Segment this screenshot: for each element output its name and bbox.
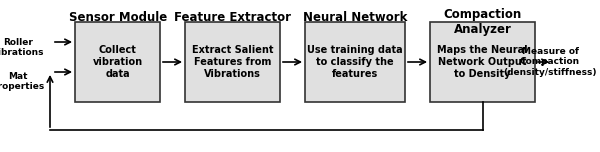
Text: Feature Extractor: Feature Extractor	[175, 11, 292, 24]
Text: Mat
Properties: Mat Properties	[0, 72, 44, 91]
Text: Use training data
to classify the
features: Use training data to classify the featur…	[307, 45, 403, 79]
Bar	[305, 22, 405, 102]
Text: Collect
vibration
data: Collect vibration data	[92, 45, 143, 79]
Text: Measure of
Compaction
(density/stiffness): Measure of Compaction (density/stiffness…	[503, 47, 597, 77]
Bar	[430, 22, 535, 102]
Text: Sensor Module: Sensor Module	[69, 11, 167, 24]
Text: Neural Network: Neural Network	[303, 11, 407, 24]
Text: Compaction
Analyzer: Compaction Analyzer	[444, 8, 522, 36]
Text: Extract Salient
Features from
Vibrations: Extract Salient Features from Vibrations	[192, 45, 273, 79]
Bar	[185, 22, 280, 102]
Bar	[75, 22, 160, 102]
Text: Maps the Neural
Network Output
to Density: Maps the Neural Network Output to Densit…	[437, 45, 528, 79]
Text: Roller
Vibrations: Roller Vibrations	[0, 38, 44, 57]
